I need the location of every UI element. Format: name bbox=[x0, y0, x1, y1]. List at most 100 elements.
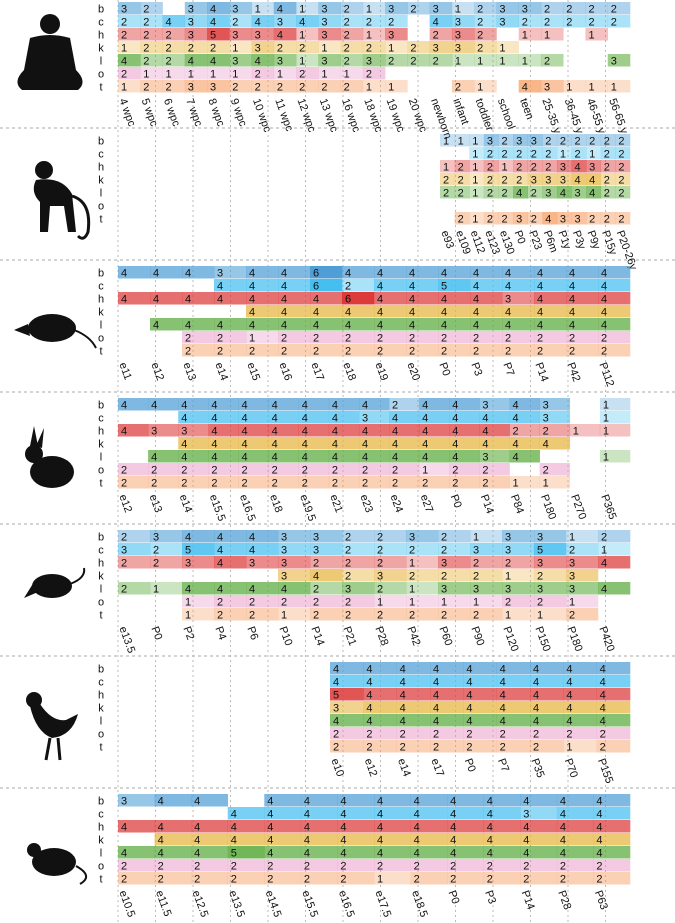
column-label: P42 bbox=[564, 361, 582, 384]
cell bbox=[154, 820, 192, 833]
cell-value: 1 bbox=[409, 596, 415, 608]
cell-value: 3 bbox=[516, 213, 522, 225]
cell-value: 2 bbox=[450, 873, 456, 885]
cell bbox=[556, 859, 594, 872]
column-label: 12 wpc bbox=[295, 97, 318, 134]
cell bbox=[207, 67, 230, 80]
cell bbox=[118, 476, 149, 489]
cell-value: 2 bbox=[588, 3, 594, 15]
cell-value: 4 bbox=[366, 715, 372, 727]
cell bbox=[214, 595, 247, 608]
cell bbox=[534, 608, 567, 621]
cell bbox=[298, 476, 330, 489]
cell-value: 2 bbox=[487, 161, 493, 173]
cell-value: 1 bbox=[601, 544, 607, 556]
cell bbox=[337, 820, 375, 833]
cell bbox=[362, 67, 386, 80]
cell bbox=[502, 292, 535, 305]
cell-value: 2 bbox=[566, 16, 572, 28]
cell-value: 4 bbox=[217, 544, 223, 556]
cell-value: 4 bbox=[537, 293, 543, 305]
cell bbox=[154, 794, 192, 807]
cell-value: 2 bbox=[458, 213, 464, 225]
cell-value: 4 bbox=[414, 808, 420, 820]
cell bbox=[406, 530, 439, 543]
column-label: e13.5 bbox=[116, 625, 137, 655]
cell bbox=[566, 266, 599, 279]
cell bbox=[374, 807, 411, 820]
cell-value: 4 bbox=[466, 715, 472, 727]
cell-value: 4 bbox=[241, 425, 247, 437]
cell-value: 1 bbox=[560, 148, 566, 160]
cell-value: 3 bbox=[362, 412, 368, 424]
column-label: e27 bbox=[418, 493, 436, 514]
row-label: h bbox=[98, 161, 104, 173]
cell-value: 4 bbox=[194, 834, 200, 846]
cell-value: 3 bbox=[232, 3, 238, 15]
cell-value: 4 bbox=[211, 412, 217, 424]
cell-value: 1 bbox=[473, 531, 479, 543]
cell-value: 3 bbox=[321, 55, 327, 67]
cell-value: 4 bbox=[505, 306, 511, 318]
cell bbox=[469, 212, 485, 225]
cell-value: 2 bbox=[487, 187, 493, 199]
cell-value: 4 bbox=[313, 293, 319, 305]
cell-value: 4 bbox=[255, 55, 261, 67]
cell bbox=[246, 530, 279, 543]
cell-value: 2 bbox=[443, 187, 449, 199]
cell-value: 4 bbox=[217, 293, 223, 305]
cell-value: 4 bbox=[249, 319, 255, 331]
row-label: b bbox=[98, 3, 104, 15]
cell bbox=[406, 582, 439, 595]
cell-value: 2 bbox=[611, 3, 617, 15]
cell bbox=[599, 450, 631, 463]
cell-value: 4 bbox=[362, 425, 368, 437]
cell-value: 1 bbox=[472, 161, 478, 173]
column-label: P180 bbox=[564, 625, 584, 653]
cell-value: 3 bbox=[560, 174, 566, 186]
cell-value: 2 bbox=[345, 332, 351, 344]
cell-value: 2 bbox=[441, 531, 447, 543]
cell-value: 4 bbox=[601, 267, 607, 279]
cell-value: 4 bbox=[566, 702, 572, 714]
cell-value: 4 bbox=[151, 451, 157, 463]
cell bbox=[419, 424, 450, 437]
cell bbox=[598, 543, 631, 556]
cell bbox=[440, 160, 455, 173]
cell-value: 3 bbox=[433, 3, 439, 15]
cell-value: 2 bbox=[241, 477, 247, 489]
cell bbox=[207, 2, 230, 15]
cell bbox=[363, 727, 397, 740]
cell bbox=[310, 292, 343, 305]
cell bbox=[496, 675, 531, 688]
column-label: e93 bbox=[438, 229, 456, 250]
cell-value: 1 bbox=[603, 451, 609, 463]
cell bbox=[140, 41, 163, 54]
cell-value: 3 bbox=[569, 570, 575, 582]
cell bbox=[150, 292, 183, 305]
column-label: P0 bbox=[148, 625, 164, 642]
cell bbox=[182, 331, 215, 344]
cell bbox=[328, 476, 360, 489]
cell bbox=[530, 675, 564, 688]
row-label: k bbox=[98, 306, 104, 318]
cell-value: 2 bbox=[241, 464, 247, 476]
cell bbox=[229, 15, 252, 28]
cell-value: 1 bbox=[121, 42, 127, 54]
cell bbox=[406, 569, 439, 582]
cell-value: 4 bbox=[121, 847, 127, 859]
cell-value: 2 bbox=[601, 531, 607, 543]
cell bbox=[563, 675, 597, 688]
cell-value: 1 bbox=[281, 609, 287, 621]
cell bbox=[600, 186, 616, 199]
cell bbox=[520, 807, 558, 820]
cell-value: 3 bbox=[255, 42, 261, 54]
column-label: P0 bbox=[462, 757, 478, 774]
cell bbox=[585, 15, 609, 28]
cell-value: 4 bbox=[332, 412, 338, 424]
cell bbox=[438, 608, 471, 621]
cell bbox=[396, 701, 431, 714]
row-label: c bbox=[98, 676, 104, 688]
cell bbox=[238, 398, 269, 411]
cell-value: 4 bbox=[543, 438, 549, 450]
